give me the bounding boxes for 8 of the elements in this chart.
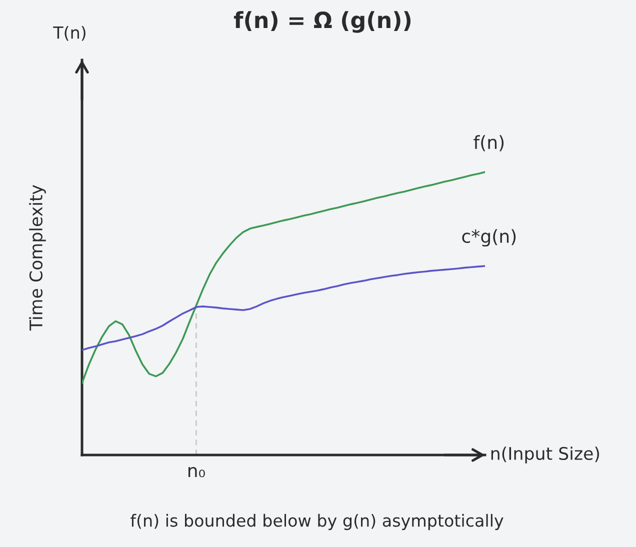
text: T(n)	[53, 26, 86, 41]
text: n₀	[188, 466, 205, 478]
series-label: f(n)	[474, 135, 504, 152]
y-axis-title: Time Complexity	[29, 184, 46, 331]
series-label: c*g(n)	[462, 229, 516, 247]
text: f(n) is bounded below by g(n) asymptotically	[130, 514, 504, 530]
x-axis-title: n(Input Size)	[491, 446, 600, 464]
chart-title: f(n) = Ω (g(n))	[234, 11, 411, 33]
